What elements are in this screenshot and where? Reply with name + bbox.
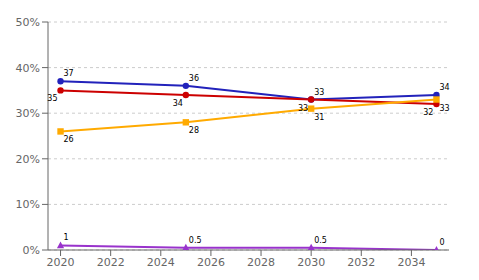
svg-text:10%: 10% [16, 198, 40, 211]
svg-text:20%: 20% [16, 153, 40, 166]
svg-text:2020: 2020 [47, 256, 75, 269]
svg-text:0: 0 [439, 238, 444, 247]
svg-text:2022: 2022 [97, 256, 125, 269]
svg-text:33: 33 [314, 88, 324, 97]
svg-text:2034: 2034 [397, 256, 425, 269]
svg-text:34: 34 [439, 83, 449, 92]
svg-text:0%: 0% [23, 244, 40, 257]
svg-text:2030: 2030 [297, 256, 325, 269]
svg-text:31: 31 [314, 113, 324, 122]
svg-text:30%: 30% [16, 107, 40, 120]
svg-text:33: 33 [439, 104, 449, 113]
svg-text:2026: 2026 [197, 256, 225, 269]
svg-text:0.5: 0.5 [314, 236, 327, 245]
svg-text:0.5: 0.5 [189, 236, 202, 245]
svg-text:35: 35 [47, 94, 57, 103]
svg-text:26: 26 [64, 135, 74, 144]
svg-text:1: 1 [64, 233, 69, 242]
svg-text:50%: 50% [16, 16, 40, 29]
svg-text:37: 37 [64, 69, 74, 78]
svg-text:34: 34 [173, 99, 183, 108]
svg-text:36: 36 [189, 74, 199, 83]
svg-text:2032: 2032 [347, 256, 375, 269]
svg-text:40%: 40% [16, 62, 40, 75]
svg-text:2028: 2028 [247, 256, 275, 269]
svg-text:28: 28 [189, 126, 199, 135]
svg-text:2024: 2024 [147, 256, 175, 269]
svg-text:33: 33 [298, 104, 308, 113]
svg-text:32: 32 [423, 108, 433, 117]
